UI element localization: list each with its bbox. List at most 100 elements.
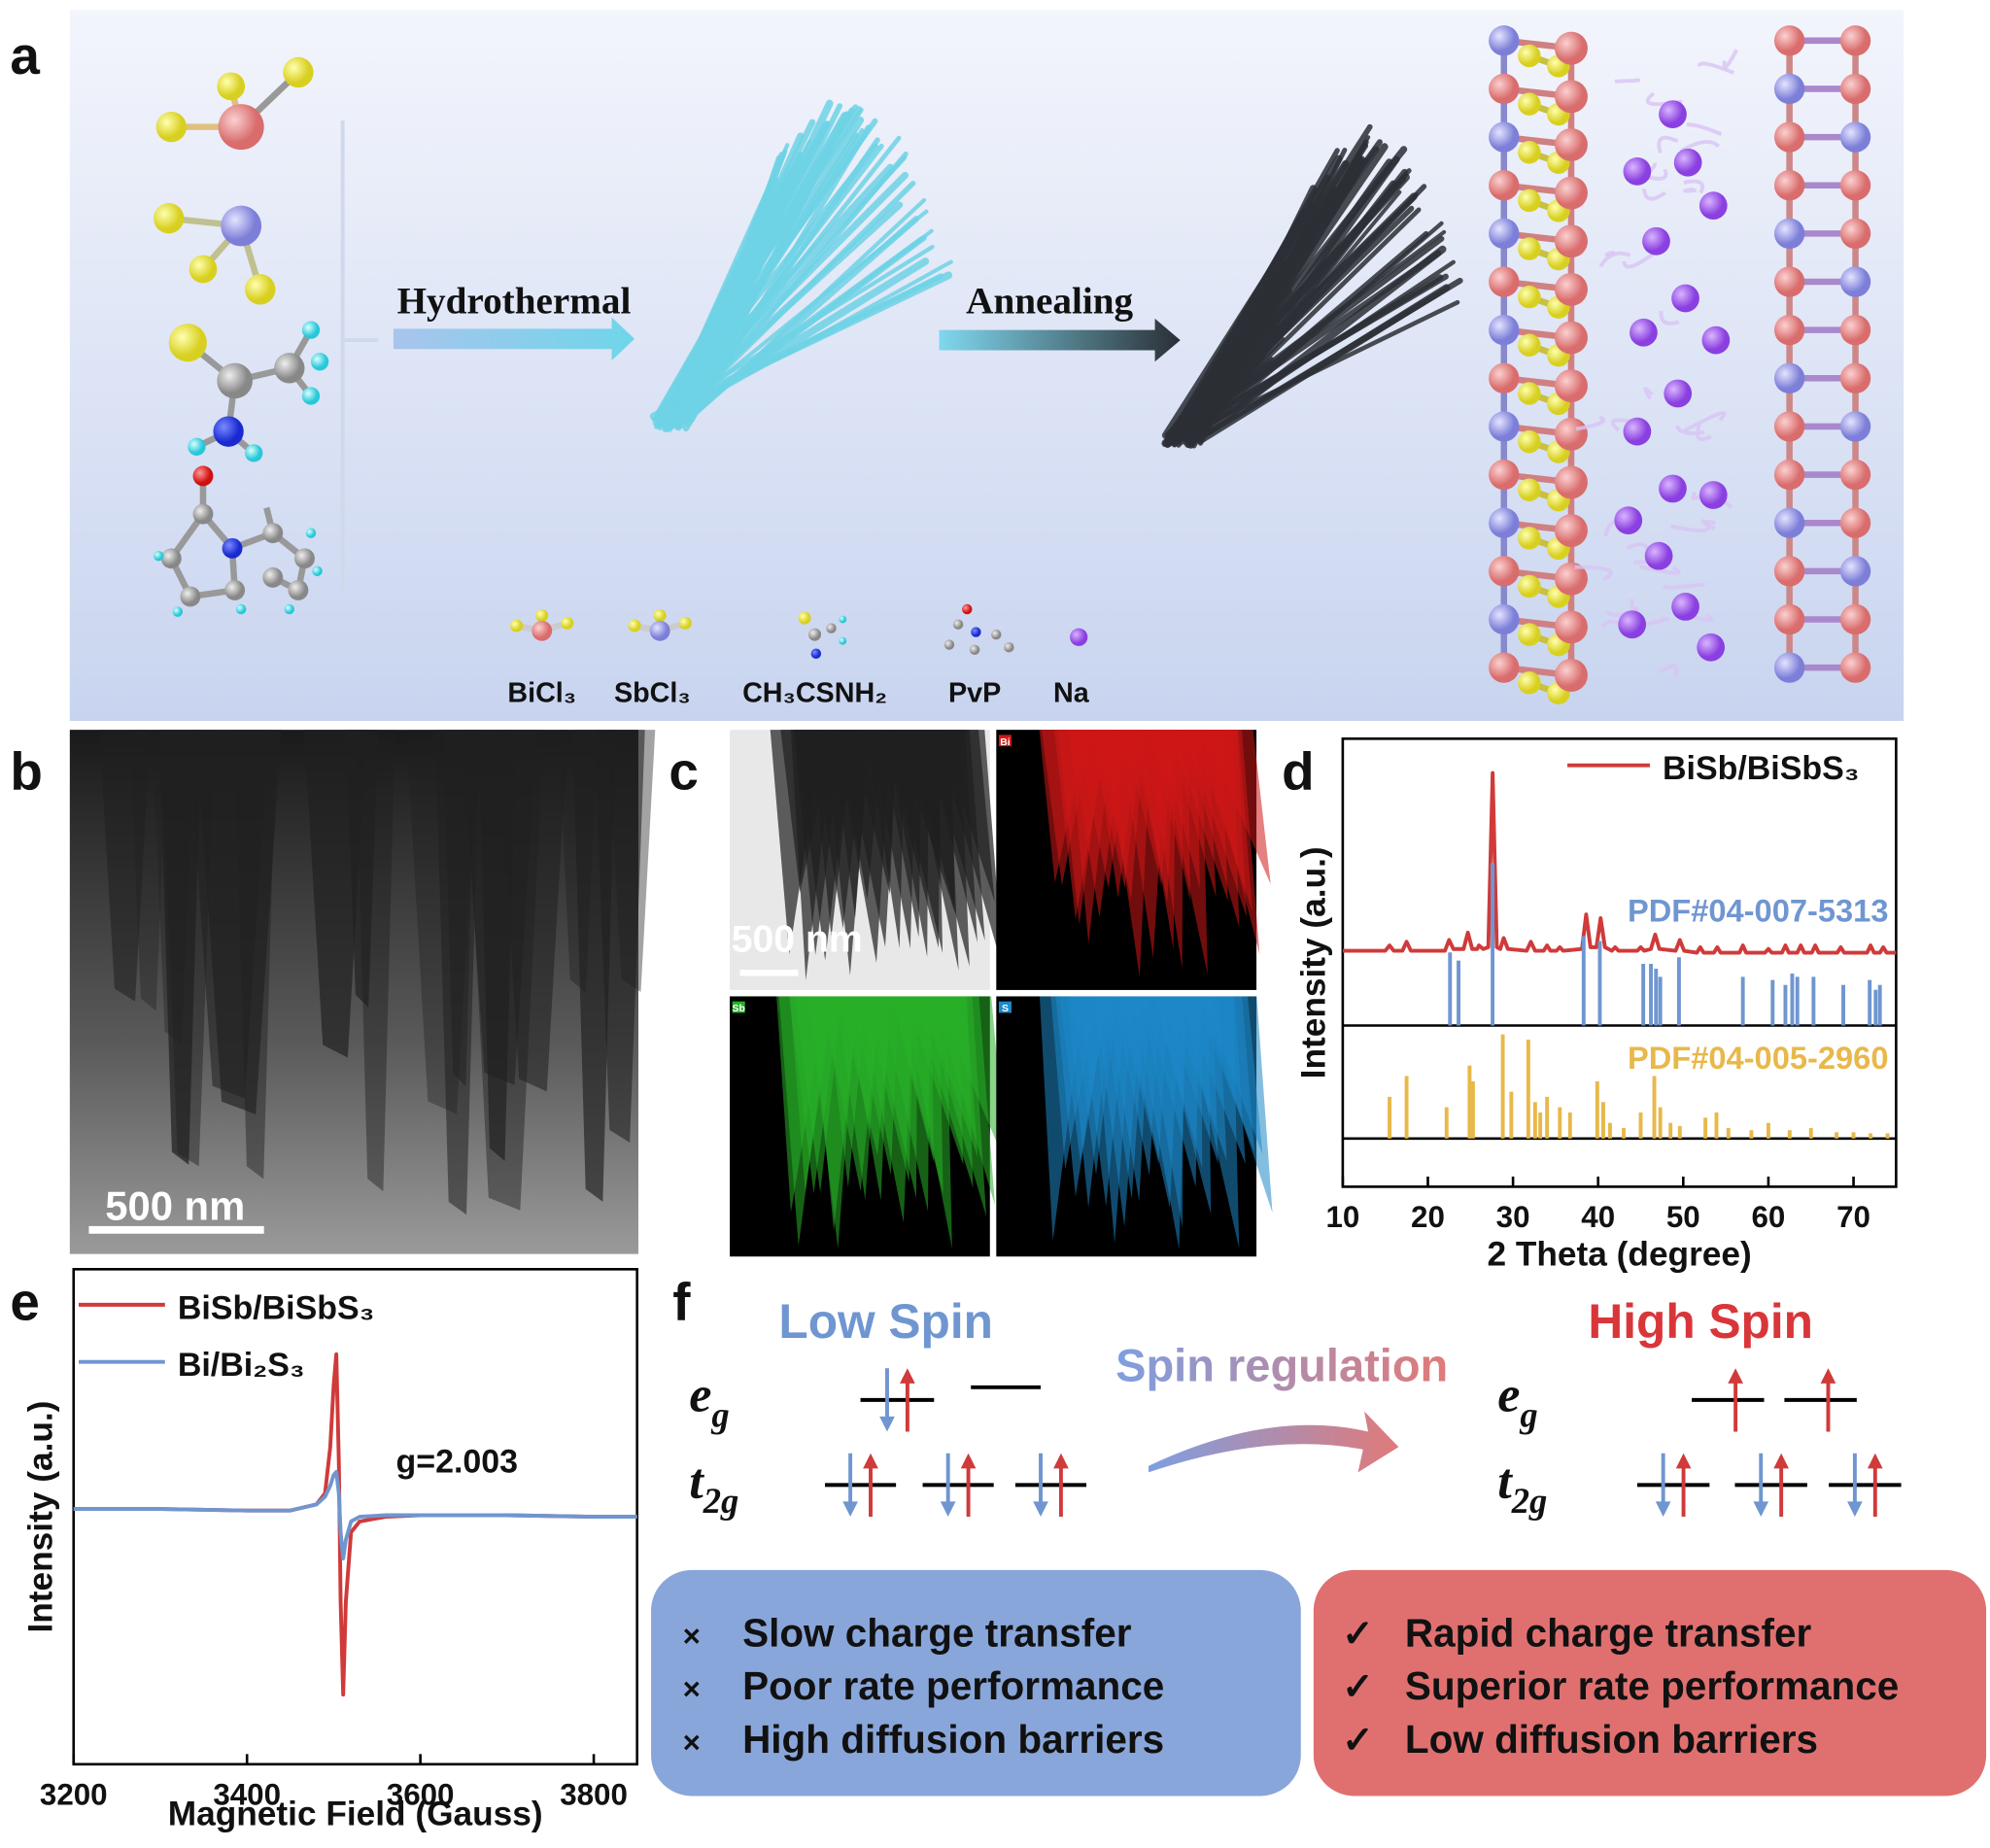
panel-label: d: [1282, 741, 1315, 802]
atom: [1518, 188, 1541, 213]
atom: [1518, 671, 1541, 695]
atom: [1773, 266, 1805, 297]
legend-label: PDF#04-005-2960: [1628, 1040, 1889, 1076]
scale-bar-label: 500 nm: [732, 919, 863, 961]
atom: [160, 548, 182, 569]
glow: [1686, 122, 1723, 136]
atom: [1489, 218, 1520, 250]
x-tick-label: 20: [1411, 1200, 1445, 1234]
atom: [1839, 73, 1871, 105]
atom: [311, 353, 329, 371]
atom: [1518, 527, 1541, 550]
atom: [188, 437, 206, 456]
glow: [1674, 425, 1705, 435]
element-tag: Sb: [732, 1004, 744, 1014]
atom: [1773, 314, 1805, 346]
step-label: Annealing: [966, 281, 1133, 323]
list-marker: ✓: [1342, 1666, 1374, 1708]
element-tag-box: [998, 735, 1012, 747]
atom: [1773, 556, 1805, 587]
panel-label: a: [10, 25, 40, 86]
labels: a b c d e f Hydrothermal Annealing BiCl₃…: [10, 25, 1813, 1521]
atom: [1839, 459, 1871, 491]
atom: [1518, 285, 1541, 309]
legend-label: Bi/Bi₂S₃: [178, 1347, 305, 1384]
atom: [217, 72, 246, 101]
atom: [312, 565, 323, 577]
atom: [1555, 658, 1588, 692]
legend-label: SbCl₃: [614, 677, 691, 708]
atom: [1698, 191, 1728, 220]
atom: [1839, 603, 1871, 635]
atom: [1673, 148, 1702, 177]
nanorod: [345, 730, 379, 1008]
atom: [213, 416, 244, 447]
x-tick-label: 3600: [387, 1778, 455, 1812]
nanorod: [1175, 250, 1442, 437]
nanorod: [1172, 299, 1460, 443]
atom: [535, 609, 549, 623]
atom: [1489, 121, 1520, 153]
atom: [1839, 556, 1871, 587]
glow: [1683, 411, 1727, 433]
atom: [1555, 224, 1588, 258]
atom: [1555, 176, 1588, 210]
atom: [1773, 170, 1805, 201]
atom: [168, 324, 207, 362]
glow: [1630, 599, 1638, 612]
process-arrow: [393, 317, 635, 360]
atom: [1489, 603, 1520, 635]
nanorod: [1173, 273, 1449, 439]
atom: [1839, 266, 1871, 297]
list-marker: ×: [683, 1672, 701, 1706]
atom: [288, 579, 309, 600]
glow: [1639, 565, 1681, 575]
atom: [221, 205, 262, 247]
list-marker: ✓: [1342, 1720, 1374, 1762]
list-item: Slow charge transfer: [742, 1610, 1132, 1655]
list-marker: ×: [683, 1619, 701, 1653]
atom: [1555, 465, 1588, 499]
scheme-background: [69, 10, 1904, 721]
atom: [510, 619, 524, 633]
atom: [678, 616, 692, 630]
orbital-subscript: 2g: [1511, 1481, 1548, 1521]
nanorod: [665, 201, 904, 419]
atom: [155, 111, 187, 143]
glow: [1703, 520, 1716, 530]
atom: [1642, 226, 1670, 256]
atom: [172, 606, 184, 617]
legend-label: BiSb/BiSbS₃: [178, 1289, 374, 1326]
atom: [1839, 25, 1871, 56]
electron-spin-head: [1773, 1453, 1789, 1469]
panel-label: c: [669, 741, 699, 802]
process-arrow: [939, 318, 1181, 362]
legend-label: PDF#04-007-5313: [1628, 892, 1889, 928]
step-label: Hydrothermal: [397, 281, 632, 323]
element-tag: S: [1002, 1004, 1009, 1014]
electron-spin-head: [1033, 1501, 1048, 1518]
atom: [245, 274, 276, 305]
atom: [1489, 507, 1520, 538]
nanorod: [654, 171, 909, 427]
glow: [1680, 140, 1721, 154]
atom: [962, 603, 973, 615]
atom: [1555, 272, 1588, 306]
orbital-subscript: g: [710, 1394, 729, 1434]
electron-spin-head: [879, 1416, 895, 1432]
legend-label: BiCl₃: [507, 677, 576, 708]
x-axis-label: Magnetic Field (Gauss): [168, 1795, 543, 1832]
nanorod: [434, 730, 480, 1215]
electron-spin-head: [1820, 1368, 1836, 1384]
orbital-symbol: t: [689, 1453, 704, 1509]
atom: [1070, 628, 1088, 646]
bracket: [340, 120, 379, 591]
glow: [1663, 582, 1705, 590]
atom: [1489, 362, 1520, 394]
atom: [1671, 284, 1699, 313]
nanorod: [1196, 284, 1451, 445]
atom: [283, 56, 314, 88]
nanorod: [443, 730, 476, 1087]
list-item: Rapid charge transfer: [1405, 1610, 1812, 1655]
atom: [1518, 92, 1541, 116]
